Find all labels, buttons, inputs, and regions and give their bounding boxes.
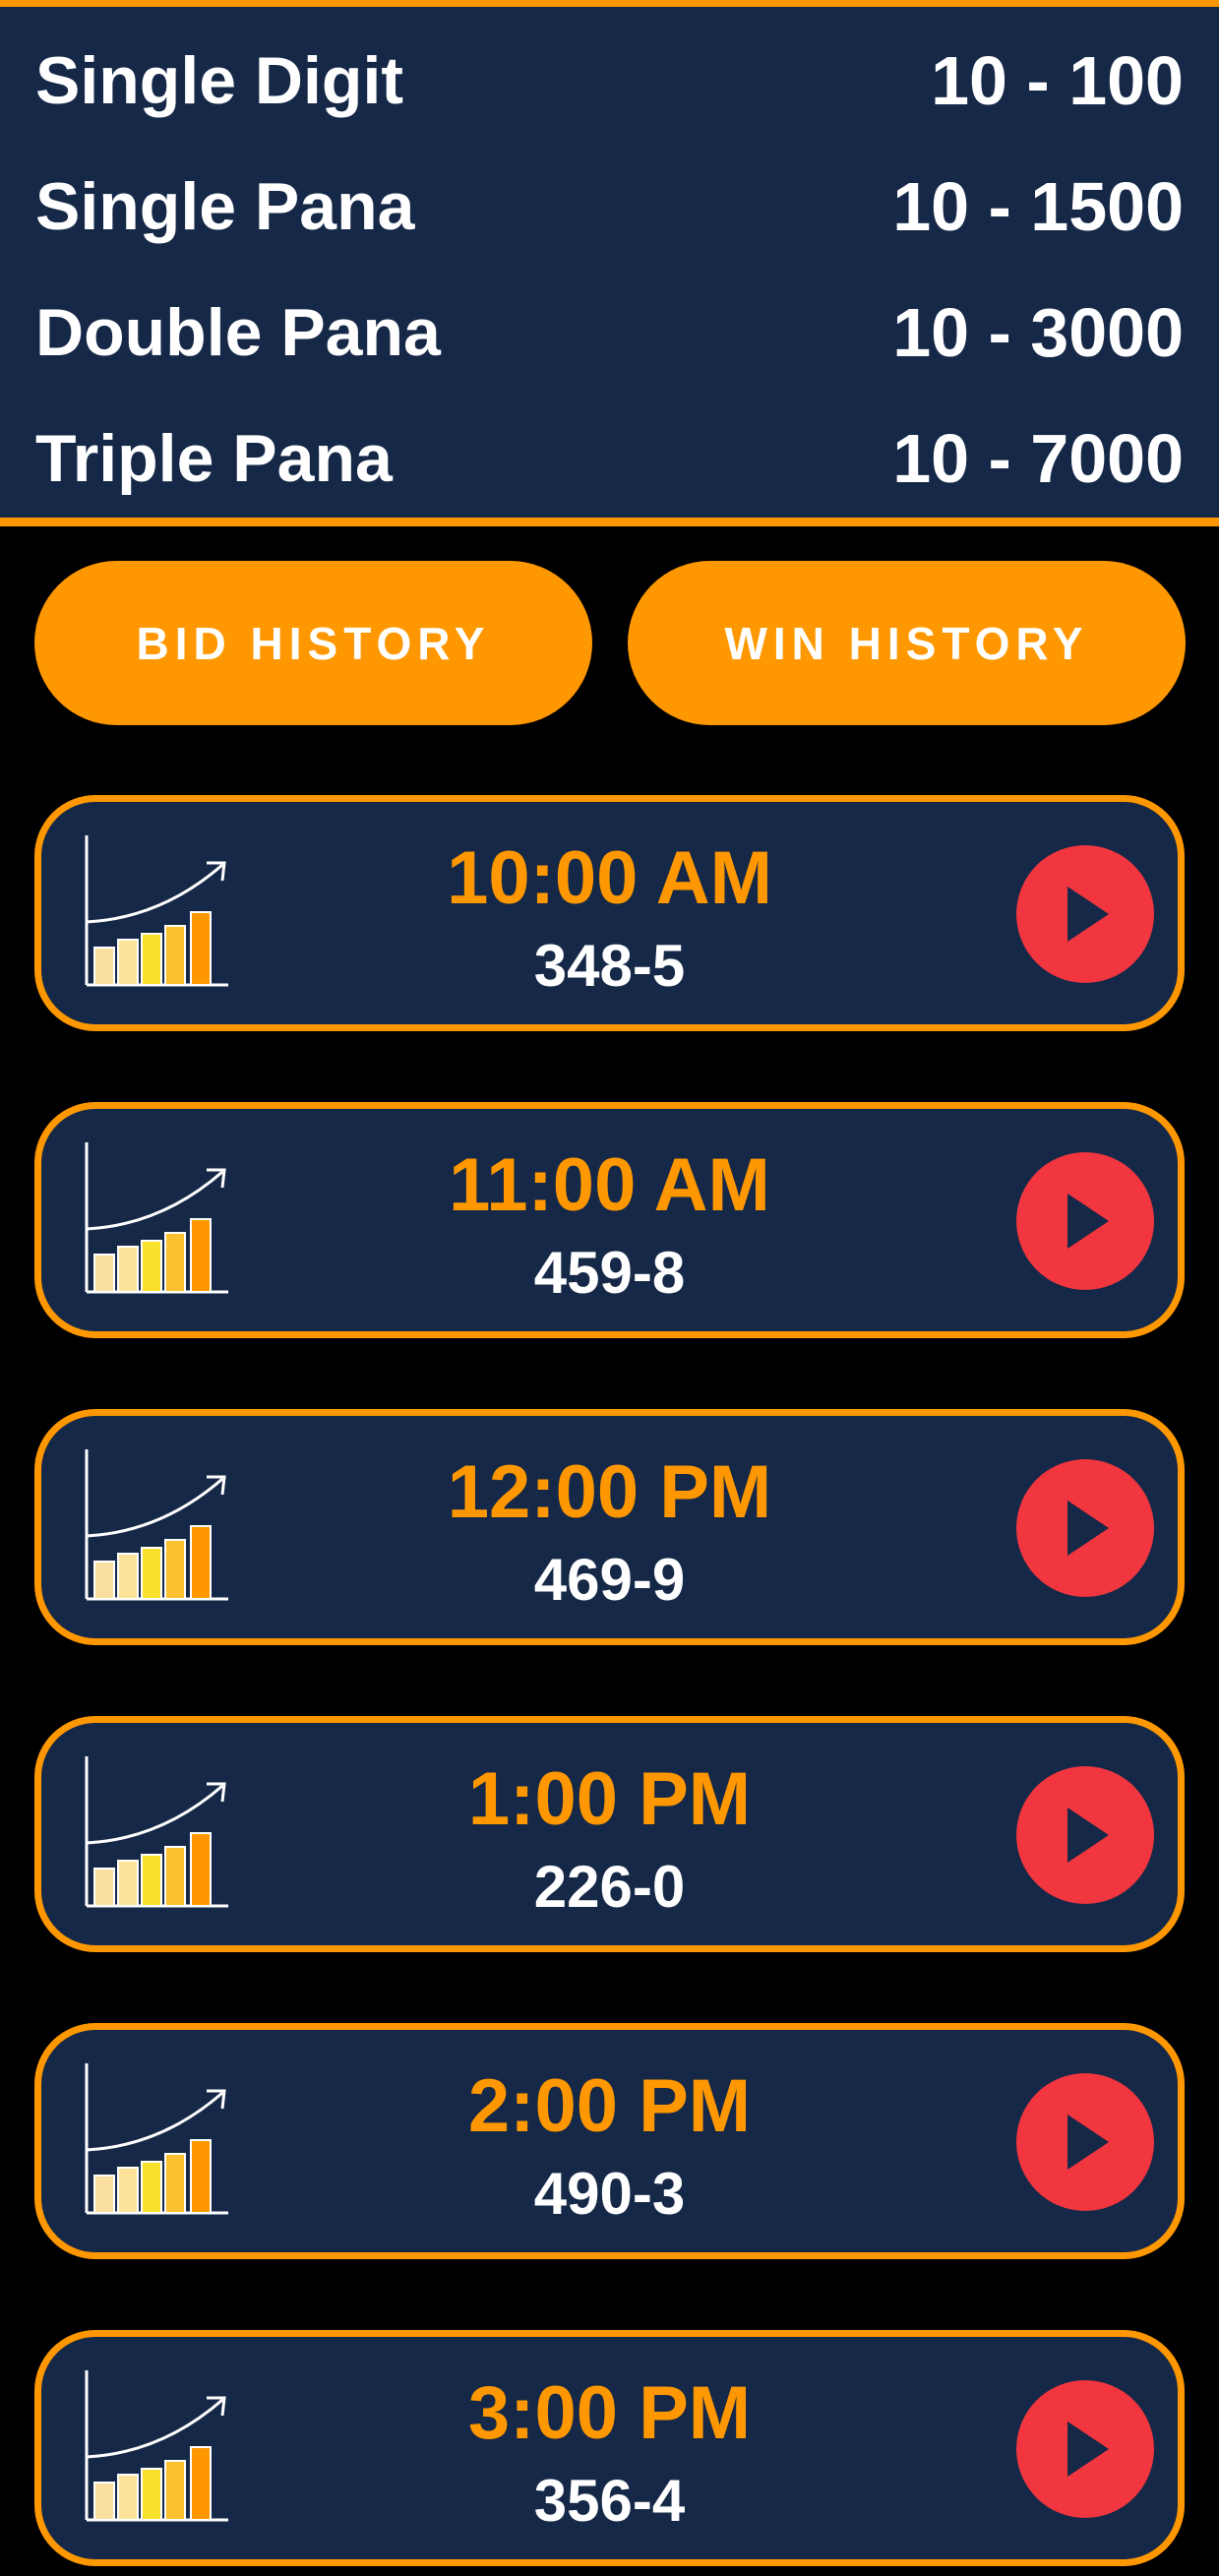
rate-range: 10 - 100	[931, 42, 1184, 119]
win-history-button[interactable]: WIN HISTORY	[628, 561, 1186, 725]
game-time: 11:00 AM	[449, 1143, 770, 1227]
bar-chart-growth-icon	[85, 1449, 228, 1601]
play-button[interactable]	[1016, 2073, 1154, 2211]
bar-chart-growth-icon	[85, 835, 228, 987]
game-card[interactable]: 3:00 PM 356-4	[34, 2330, 1185, 2566]
rate-row-triple-pana: Triple Pana 10 - 7000	[35, 414, 1184, 503]
play-button[interactable]	[1016, 845, 1154, 983]
rate-range: 10 - 3000	[892, 294, 1184, 371]
play-icon	[1067, 1501, 1109, 1556]
rate-panel: Single Digit 10 - 100 Single Pana 10 - 1…	[0, 0, 1219, 526]
rate-row-double-pana: Double Pana 10 - 3000	[35, 288, 1184, 377]
game-card[interactable]: 1:00 PM 226-0	[34, 1716, 1185, 1952]
play-button[interactable]	[1016, 1152, 1154, 1290]
rate-name: Triple Pana	[35, 421, 393, 496]
game-card[interactable]: 12:00 PM 469-9	[34, 1409, 1185, 1645]
play-button[interactable]	[1016, 1459, 1154, 1597]
rate-row-single-digit: Single Digit 10 - 100	[35, 36, 1184, 125]
play-icon	[1067, 887, 1109, 942]
play-button[interactable]	[1016, 1766, 1154, 1904]
game-time: 2:00 PM	[467, 2064, 752, 2148]
game-time: 10:00 AM	[447, 836, 772, 920]
game-result: 226-0	[533, 1854, 686, 1920]
play-icon	[1067, 1194, 1109, 1249]
rate-range: 10 - 7000	[892, 420, 1184, 497]
rate-range: 10 - 1500	[892, 168, 1184, 245]
game-card[interactable]: 11:00 AM 459-8	[34, 1102, 1185, 1338]
game-card[interactable]: 2:00 PM 490-3	[34, 2023, 1185, 2259]
game-result: 348-5	[533, 933, 686, 999]
game-time: 1:00 PM	[467, 1757, 752, 1841]
bar-chart-growth-icon	[85, 2370, 228, 2522]
game-result: 356-4	[533, 2468, 686, 2534]
game-time: 12:00 PM	[447, 1450, 772, 1534]
game-card[interactable]: 10:00 AM 348-5	[34, 795, 1185, 1031]
play-icon	[1067, 2115, 1109, 2170]
play-icon	[1067, 2422, 1109, 2477]
play-button[interactable]	[1016, 2380, 1154, 2518]
bar-chart-growth-icon	[85, 1756, 228, 1908]
rate-name: Double Pana	[35, 295, 441, 370]
game-result: 459-8	[533, 1240, 686, 1306]
bid-history-button[interactable]: BID HISTORY	[34, 561, 592, 725]
bar-chart-growth-icon	[85, 2063, 228, 2215]
rate-row-single-pana: Single Pana 10 - 1500	[35, 162, 1184, 251]
game-result: 490-3	[533, 2161, 686, 2227]
game-time: 3:00 PM	[467, 2371, 752, 2455]
rate-name: Single Pana	[35, 169, 415, 244]
game-result: 469-9	[533, 1547, 686, 1613]
play-icon	[1067, 1808, 1109, 1863]
rate-name: Single Digit	[35, 43, 403, 118]
bar-chart-growth-icon	[85, 1142, 228, 1294]
